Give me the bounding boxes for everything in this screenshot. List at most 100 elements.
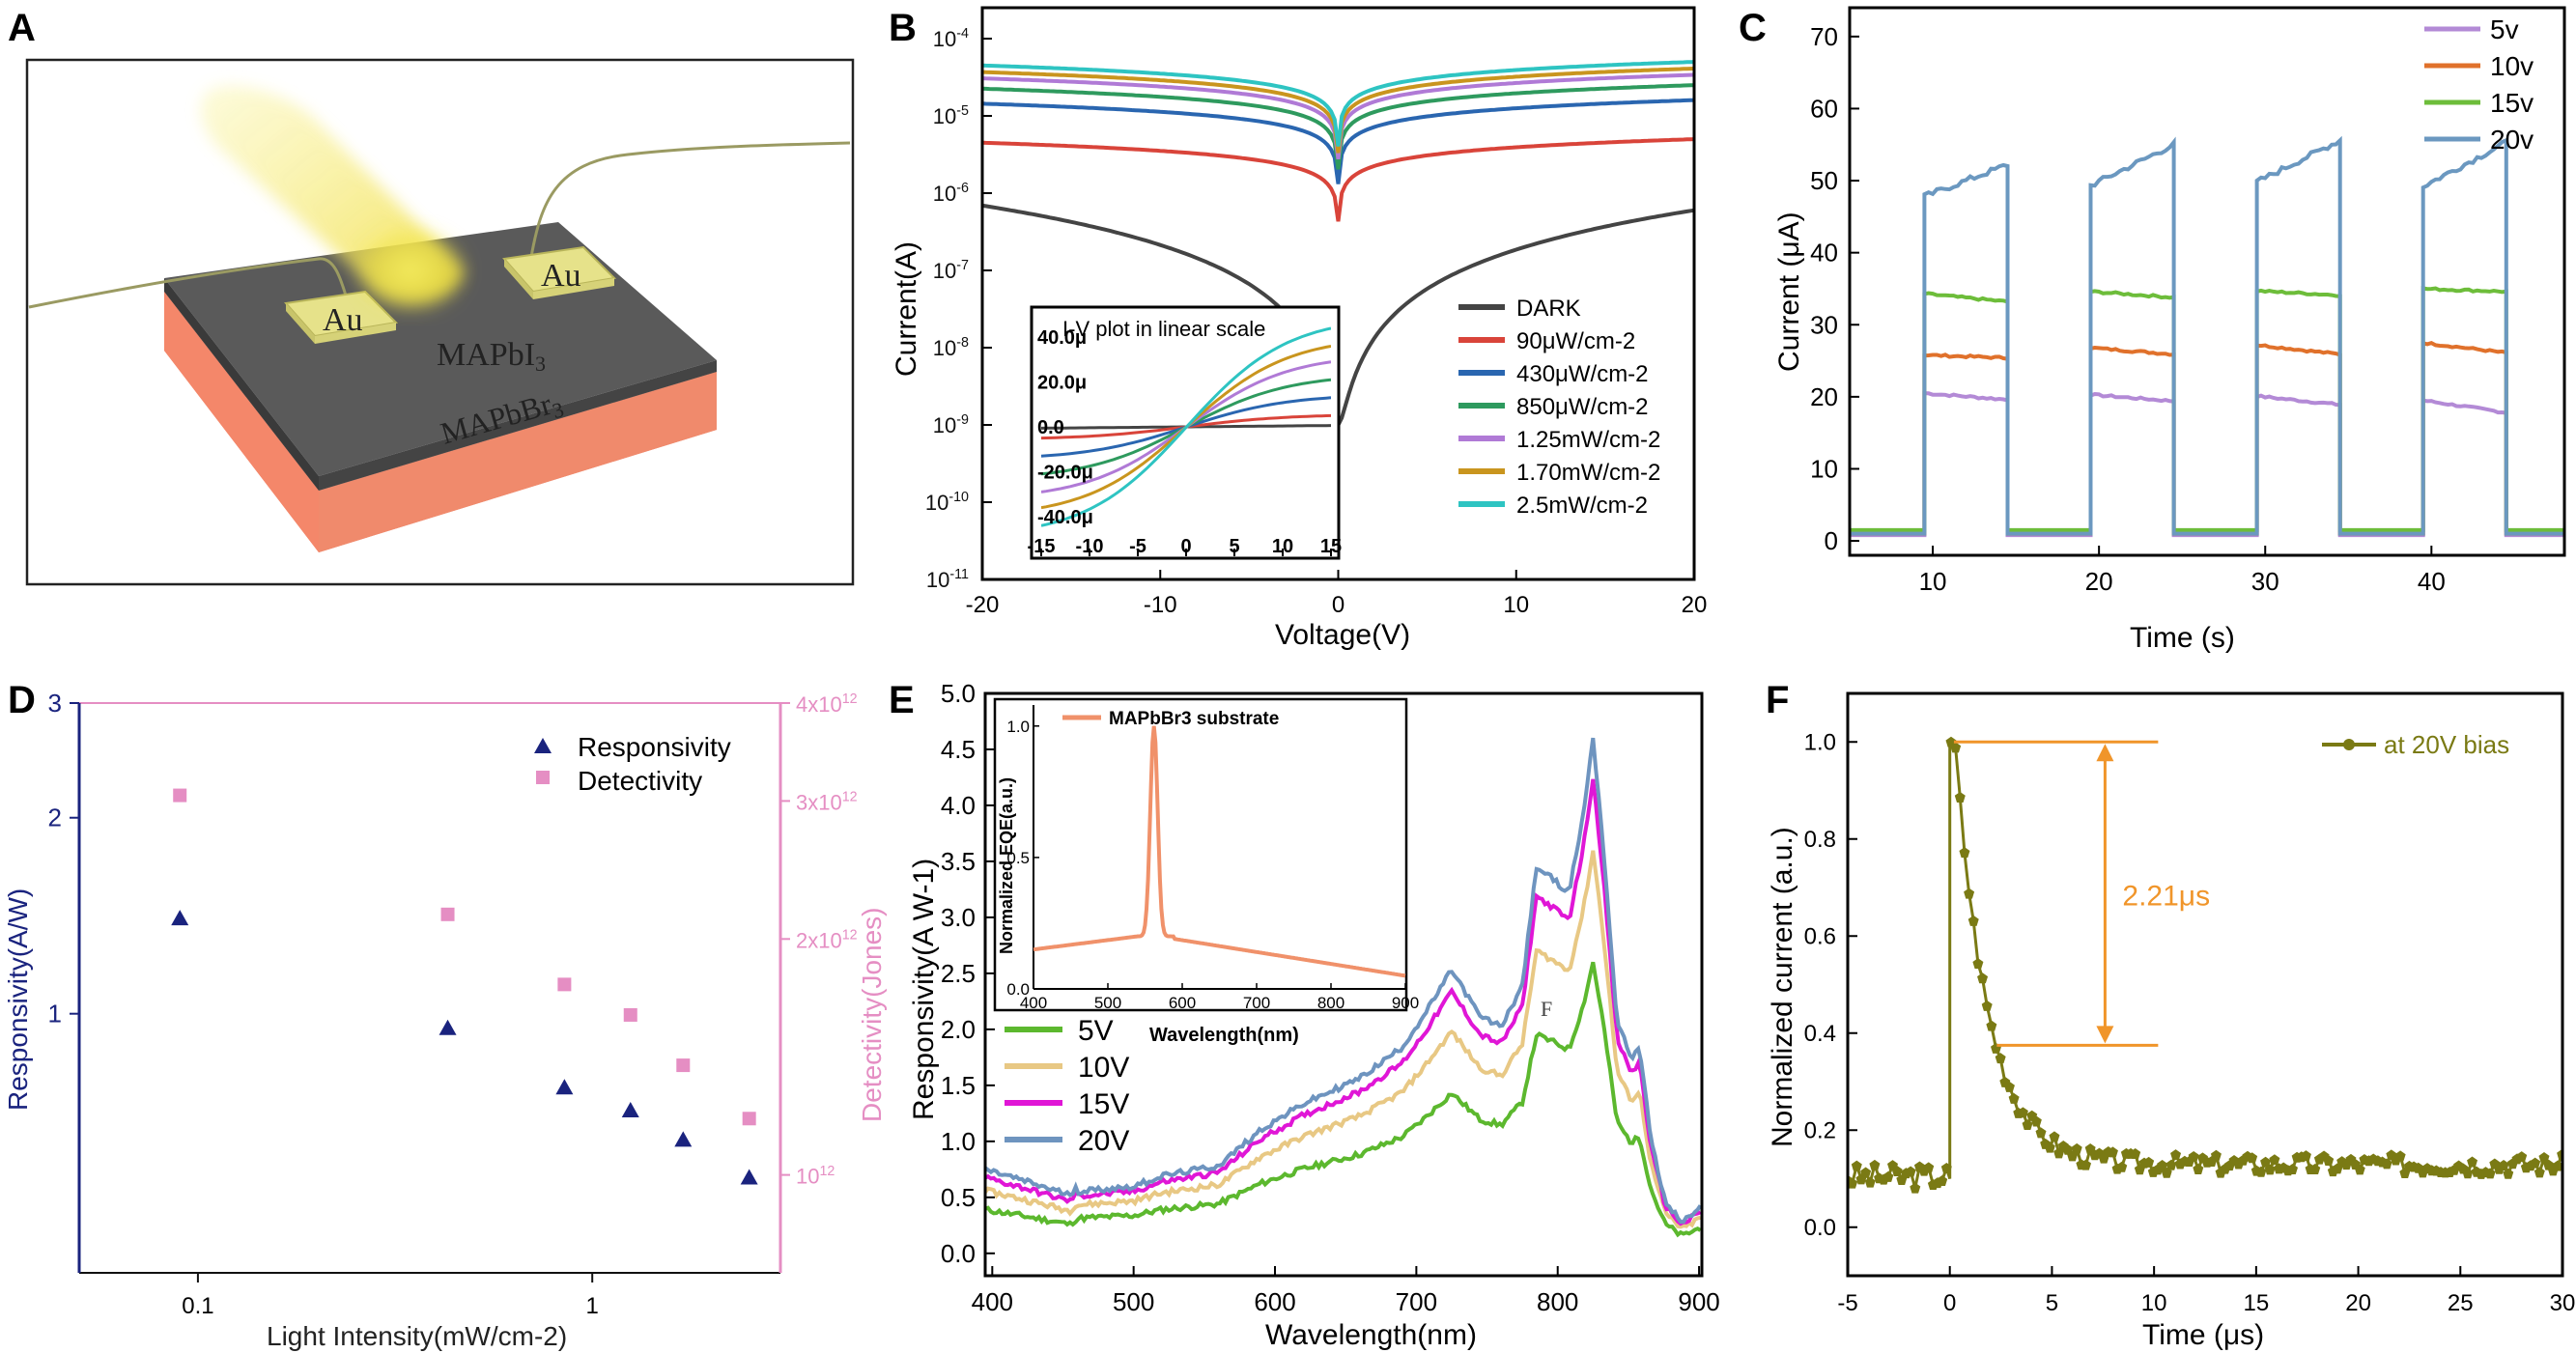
panel-e-xlabel: Wavelength(nm) [1265, 1319, 1477, 1351]
panel-b-ytick-label-0: 10-11 [926, 567, 969, 592]
panel-c-curve-0 [1850, 391, 2564, 538]
panel-f-point-14 [1905, 1166, 1916, 1177]
panel-c-ytick-label-4: 40 [1810, 239, 1838, 268]
panel-f-point-72 [2166, 1159, 2177, 1170]
panel-f-annotation-arrow-head-top [2096, 744, 2114, 762]
panel-d-ytick-right-label-1: 2x1012 [796, 928, 858, 953]
panel-e-ytick-label-0: 0.0 [941, 1239, 976, 1268]
wire-left [28, 257, 352, 309]
panel-e-curve-0 [985, 961, 1702, 1238]
panel-f-point-90 [2247, 1152, 2258, 1164]
panel-e-xtick-label-4: 800 [1537, 1287, 1578, 1316]
panel-e-ytick-label-9: 4.5 [941, 735, 976, 764]
panel-f-point-26 [1959, 847, 1970, 859]
panel-f-point-30 [1977, 972, 1989, 984]
panel-c-ytick-label-5: 50 [1810, 166, 1838, 195]
panel-b-inset-ytick-label-4: -40.0μ [1037, 507, 1093, 528]
au-label-right: Au [541, 258, 581, 294]
panel-d-xtick-label-0: 0.1 [182, 1293, 213, 1319]
panel-d-scatter-chart: 0.1 1 1 2 3 1012 2x1012 3x1012 4x1012 Responsivi… [3, 689, 887, 1351]
panel-d-responsivity-point-0 [171, 910, 189, 926]
panel-f-point-27 [1964, 888, 1975, 899]
panel-f-point-78 [2193, 1163, 2204, 1174]
panel-e-ytick-label-1: 0.5 [941, 1183, 976, 1212]
panel-b-legend-label-1: 90μW/cm-2 [1516, 328, 1635, 354]
panel-f-frame [1846, 691, 2564, 1278]
panel-e-legend-label-3: 20V [1078, 1125, 1129, 1157]
panel-c-legend-label-1: 10v [2490, 51, 2534, 81]
panel-c-ytick-label-0: 0 [1825, 526, 1838, 555]
panel-f-legend-label: at 20V bias [2384, 730, 2509, 759]
panel-f-curve [1848, 740, 2562, 1189]
panel-b-inset-frame [1030, 305, 1341, 560]
panel-f-point-32 [1986, 1020, 1997, 1031]
panel-f-ytick-label-3: 0.6 [1804, 923, 1836, 949]
panel-f-point-15 [1910, 1182, 1921, 1194]
panel-e-inset-ytick-label-0: 0.0 [1006, 980, 1030, 999]
panel-d-ytick-right-label-3: 4x1012 [796, 691, 858, 717]
panel-c-ytick-label-2: 20 [1810, 382, 1838, 411]
panel-f-point-9 [1882, 1170, 1894, 1182]
panel-f-annotation-label: 2.21μs [2122, 880, 2210, 912]
panel-e-inset-xtick-label-4: 800 [1317, 994, 1345, 1012]
panel-c-legend-label-3: 20v [2490, 125, 2534, 155]
panel-e-inset-legend-label: MAPbBr3 substrate [1109, 709, 1279, 729]
panel-f-point-114 [2354, 1164, 2365, 1175]
panel-e-responsivity-chart: 400 500 600 700 800 900 0.0 0.5 1.0 1.5 2.0 2.5 3.0 3… [908, 679, 1720, 1351]
panel-label-a: A [8, 7, 36, 49]
panel-label-c: C [1739, 7, 1767, 49]
panel-b-xtick-label-2: 0 [1332, 592, 1345, 618]
panel-b-legend-label-0: DARK [1516, 296, 1581, 322]
au-pad-right-side [504, 259, 533, 299]
panel-f-xtick-label-7: 30 [2550, 1290, 2576, 1316]
panel-f-point-143 [2484, 1168, 2496, 1179]
panel-b-curve-4 [982, 72, 1694, 160]
panel-e-inset-ytick-label-2: 1.0 [1006, 718, 1030, 736]
panel-a-schematic: Au Au MAPbI3 MAPbBr3 [25, 58, 855, 586]
panel-e-ytick-label-2: 1.0 [941, 1127, 976, 1156]
panel-e-inset-curve [1033, 725, 1406, 978]
panel-f-point-1 [1848, 1177, 1858, 1189]
panel-b-inset-xtick-label-0: -15 [1028, 536, 1056, 557]
panel-b-legend-label-3: 850μW/cm-2 [1516, 394, 1649, 420]
panel-b-legend-label-6: 2.5mW/cm-2 [1516, 493, 1648, 519]
panel-f-point-73 [2170, 1149, 2182, 1161]
panel-d-ytick-right-label-0: 1012 [796, 1164, 835, 1189]
panel-d-responsivity-point-3 [621, 1101, 639, 1117]
panel-e-inset-xlabel: Wavelength(nm) [1149, 1025, 1299, 1046]
panel-b-ytick-label-5: 10-6 [933, 181, 969, 206]
panel-f-point-36 [2003, 1081, 2015, 1092]
panel-f-ytick-label-5: 1.0 [1804, 729, 1836, 755]
panel-f-point-95 [2269, 1154, 2280, 1166]
panel-f-point-51 [2071, 1142, 2082, 1154]
panel-d-responsivity-point-2 [555, 1079, 574, 1095]
panel-c-xtick-label-0: 10 [1919, 567, 1947, 596]
panel-c-ylabel: Current (μA) [1773, 211, 1805, 372]
panel-f-point-92 [2255, 1166, 2267, 1177]
panel-f-point-43 [2035, 1127, 2047, 1139]
au-pad-left-side [286, 303, 315, 344]
panel-d-responsivity-point-4 [674, 1131, 693, 1147]
panel-b-ytick-label-3: 10-8 [933, 335, 969, 360]
panel-f-point-147 [2503, 1168, 2514, 1179]
panel-f-point-6 [1869, 1159, 1881, 1170]
panel-b-inset-ytick-label-3: -20.0μ [1037, 462, 1093, 483]
panel-f-point-24 [1950, 742, 1962, 753]
panel-e-inset-xtick-label-2: 600 [1169, 994, 1196, 1012]
panel-f-ytick-label-4: 0.8 [1804, 827, 1836, 853]
panel-f-point-29 [1972, 958, 1984, 970]
panel-b-frame [980, 6, 1696, 581]
panel-b-iv-chart: -20 -10 0 10 2010-1110-1010-910-810-710-610-… [891, 6, 1707, 651]
panel-b-inset-xtick-label-4: 5 [1229, 536, 1239, 557]
panel-e-ytick-label-7: 3.5 [941, 847, 976, 876]
wire-right [529, 141, 851, 258]
panel-f-point-82 [2210, 1149, 2222, 1161]
panel-f-xtick-label-3: 10 [2141, 1290, 2167, 1316]
panel-f-point-155 [2538, 1152, 2550, 1164]
panel-f-annotation-arrow-head-bottom [2096, 1026, 2114, 1044]
panel-b-legend-label-2: 430μW/cm-2 [1516, 361, 1649, 387]
panel-e-ytick-label-10: 5.0 [941, 679, 976, 708]
panel-c-curve-3 [1850, 135, 2564, 536]
panel-b-inset-xtick-label-3: 0 [1180, 536, 1191, 557]
panel-e-frame [983, 691, 1704, 1278]
